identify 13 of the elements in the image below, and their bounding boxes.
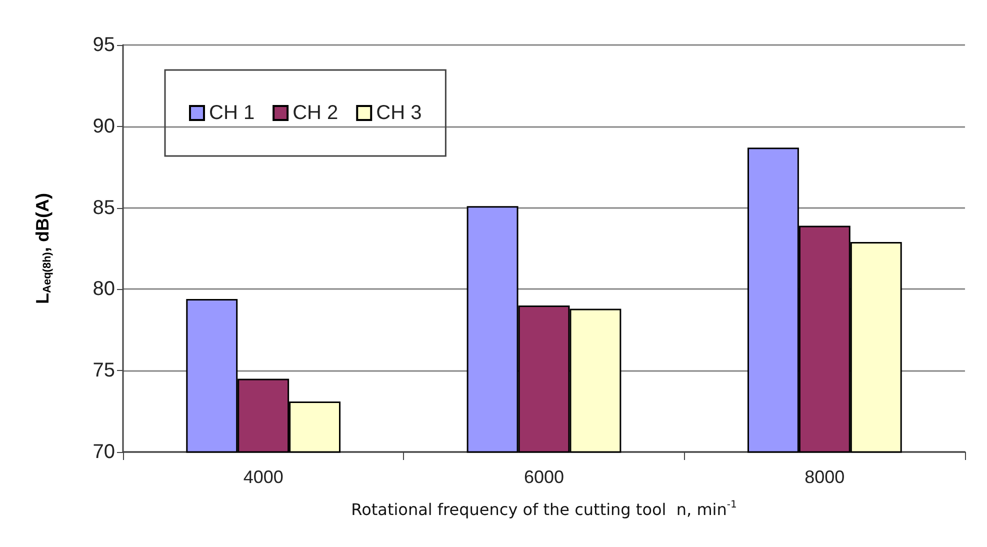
y-axis-title: LAeq(8h), dB(A) (32, 193, 54, 304)
y-tick-label: 95 (92, 34, 115, 56)
x-tick-label: 8000 (804, 467, 845, 487)
y-tick-label: 80 (92, 278, 115, 300)
y-tick-label: 85 (92, 196, 115, 219)
y-tick-label: 90 (92, 115, 115, 138)
x-tick-label: 4000 (243, 467, 284, 487)
legend-label: CH 1 (209, 102, 255, 124)
y-tick-label: 70 (92, 441, 115, 463)
legend-label: CH 3 (376, 102, 422, 124)
legend-label: CH 2 (292, 102, 338, 124)
y-tick-label: 75 (92, 360, 115, 382)
x-tick-label: 6000 (524, 467, 564, 487)
